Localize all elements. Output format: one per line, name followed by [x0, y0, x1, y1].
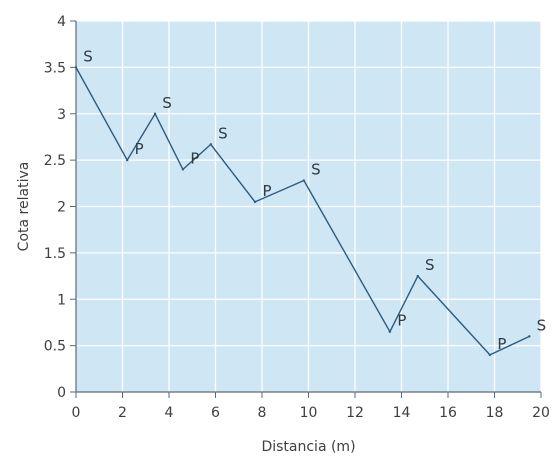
- point-label-s: S: [218, 124, 228, 142]
- x-tick-label: 0: [72, 405, 81, 421]
- y-tick-label: 4: [57, 14, 66, 30]
- data-point: [253, 200, 257, 204]
- x-tick-label: 6: [211, 405, 220, 421]
- y-tick-label: 3.5: [44, 60, 66, 76]
- data-point: [181, 168, 185, 171]
- y-tick-label: 2: [57, 200, 66, 216]
- data-point: [488, 353, 492, 357]
- point-label-p: P: [263, 182, 272, 200]
- data-point: [153, 112, 157, 115]
- x-tick-label: 10: [300, 405, 318, 421]
- x-tick-label: 14: [393, 405, 411, 421]
- point-label-s: S: [162, 94, 172, 112]
- x-axis-label: Distancia (m): [261, 439, 355, 455]
- point-label-p: P: [397, 312, 406, 330]
- x-tick-label: 2: [118, 405, 127, 421]
- x-tick-label: 18: [486, 405, 504, 421]
- y-tick-label: 3: [57, 107, 66, 123]
- data-point: [125, 158, 129, 162]
- data-point: [74, 66, 78, 69]
- point-label-p: P: [497, 335, 506, 353]
- x-tick-label: 8: [258, 405, 267, 421]
- y-tick-label: 1: [57, 292, 66, 308]
- x-tick-label: 16: [439, 405, 457, 421]
- data-point: [416, 274, 419, 278]
- point-label-s: S: [311, 161, 321, 179]
- data-point: [302, 179, 306, 182]
- point-label-p: P: [135, 140, 144, 158]
- data-point: [209, 143, 213, 146]
- data-point: [528, 335, 531, 338]
- x-tick-label: 4: [165, 405, 174, 421]
- y-tick-label: 0: [57, 385, 66, 401]
- x-tick-label: 12: [346, 405, 364, 421]
- point-label-s: S: [537, 316, 547, 334]
- point-label-p: P: [190, 149, 199, 167]
- label-layer: S P S P S P S P S P S: [83, 47, 546, 353]
- point-label-s: S: [83, 47, 93, 65]
- y-tick-label: 1.5: [44, 246, 66, 262]
- axis-layer: 0 2 4 6 8 10 12 14 16 18 20 0 0.5 1 1.5 2 2.5 3 3.5 4: [44, 14, 550, 421]
- y-axis-label: Cota relativa: [16, 162, 32, 252]
- y-tick-label: 0.5: [44, 339, 66, 355]
- grid-layer: [76, 20, 542, 392]
- y-tick-label: 2.5: [44, 153, 66, 169]
- point-label-s: S: [425, 256, 435, 274]
- x-tick-label: 20: [532, 405, 550, 421]
- data-layer: [74, 66, 531, 357]
- data-point: [388, 330, 392, 333]
